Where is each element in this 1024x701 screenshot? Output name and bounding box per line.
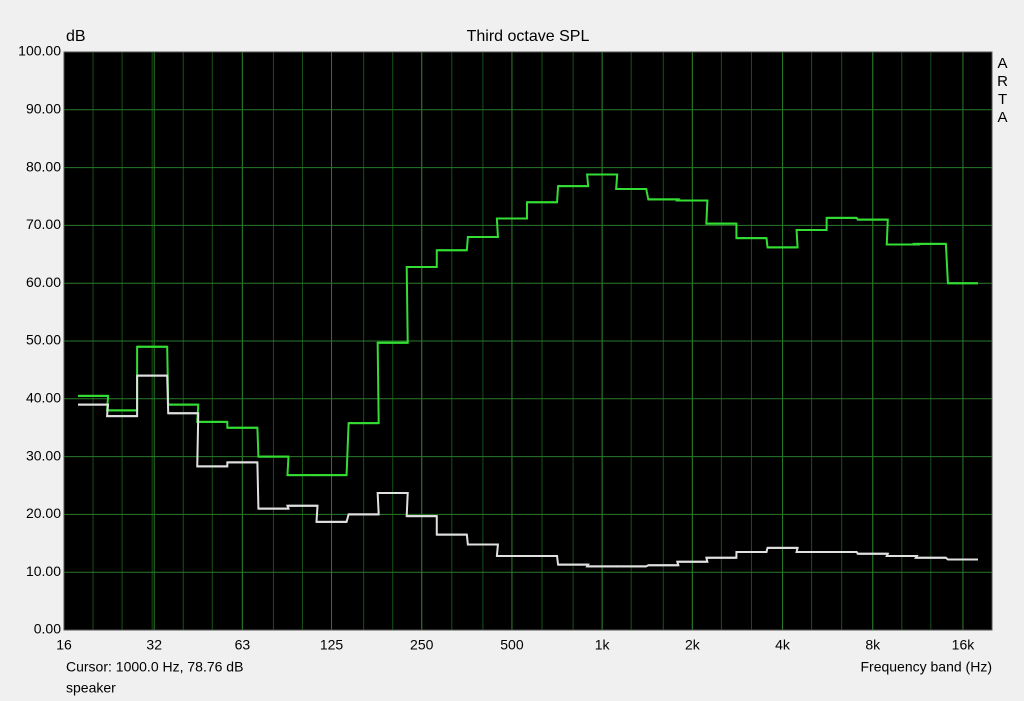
- x-tick-label: 2k: [685, 637, 701, 653]
- watermark: ARTA: [994, 55, 1011, 127]
- x-tick-label: 250: [410, 637, 434, 653]
- y-tick-label: 50.00: [26, 332, 61, 348]
- y-tick-label: 20.00: [26, 505, 61, 521]
- step-outline: [78, 374, 978, 568]
- y-axis-label: dB: [66, 28, 86, 45]
- y-tick-label: 100.00: [18, 43, 61, 59]
- y-tick-label: 70.00: [26, 216, 61, 232]
- x-tick-label: 16k: [952, 637, 976, 653]
- series-label: speaker: [66, 680, 116, 696]
- x-tick-label: 63: [235, 637, 251, 653]
- step-outline: [78, 173, 978, 477]
- chart-title: Third octave SPL: [467, 28, 590, 45]
- x-tick-label: 125: [320, 637, 344, 653]
- y-tick-label: 10.00: [26, 563, 61, 579]
- y-tick-label: 40.00: [26, 390, 61, 406]
- x-tick-label: 500: [500, 637, 524, 653]
- y-tick-label: 30.00: [26, 447, 61, 463]
- y-tick-label: 80.00: [26, 158, 61, 174]
- x-axis-label: Frequency band (Hz): [860, 659, 992, 675]
- x-tick-label: 8k: [865, 637, 881, 653]
- cursor-readout: Cursor: 1000.0 Hz, 78.76 dB: [66, 659, 243, 675]
- x-tick-label: 4k: [775, 637, 791, 653]
- y-tick-label: 0.00: [34, 621, 61, 637]
- y-tick-label: 60.00: [26, 274, 61, 290]
- plot-border: [63, 51, 993, 631]
- x-tick-label: 1k: [595, 637, 611, 653]
- x-tick-label: 32: [146, 637, 162, 653]
- x-tick-label: 16: [56, 637, 72, 653]
- y-tick-label: 90.00: [26, 101, 61, 117]
